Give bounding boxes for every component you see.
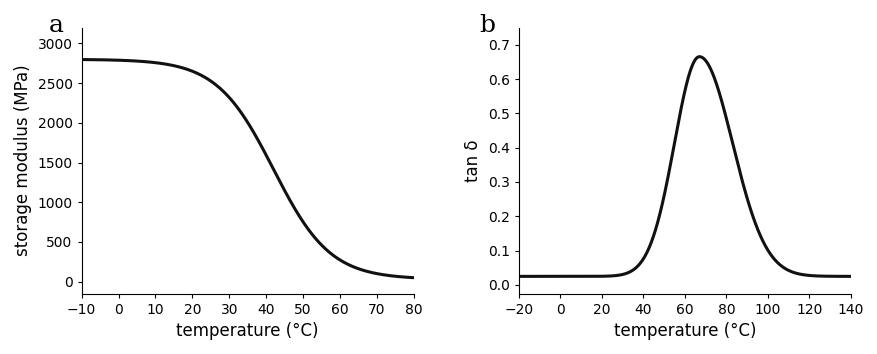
Y-axis label: tan δ: tan δ: [464, 139, 481, 182]
X-axis label: temperature (°C): temperature (°C): [176, 322, 318, 340]
Y-axis label: storage modulus (MPa): storage modulus (MPa): [14, 65, 32, 256]
Text: a: a: [48, 14, 63, 37]
Text: b: b: [478, 14, 495, 37]
X-axis label: temperature (°C): temperature (°C): [613, 322, 755, 340]
